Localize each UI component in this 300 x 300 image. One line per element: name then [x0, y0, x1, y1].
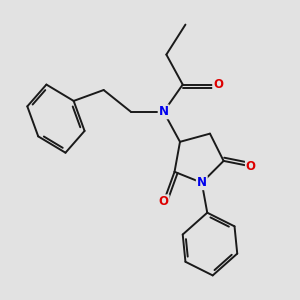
Text: O: O	[159, 195, 169, 208]
Text: O: O	[246, 160, 256, 173]
Text: O: O	[213, 78, 223, 91]
Text: N: N	[197, 176, 207, 189]
Text: N: N	[159, 105, 169, 118]
